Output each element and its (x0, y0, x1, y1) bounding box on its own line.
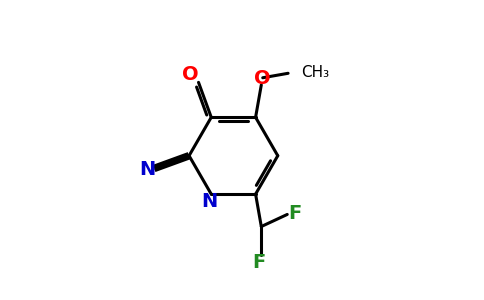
Text: O: O (182, 65, 198, 84)
Text: O: O (254, 69, 271, 88)
Text: N: N (201, 192, 217, 211)
Text: N: N (140, 160, 156, 179)
Text: F: F (252, 253, 265, 272)
Text: F: F (288, 203, 302, 223)
Text: CH₃: CH₃ (301, 65, 329, 80)
